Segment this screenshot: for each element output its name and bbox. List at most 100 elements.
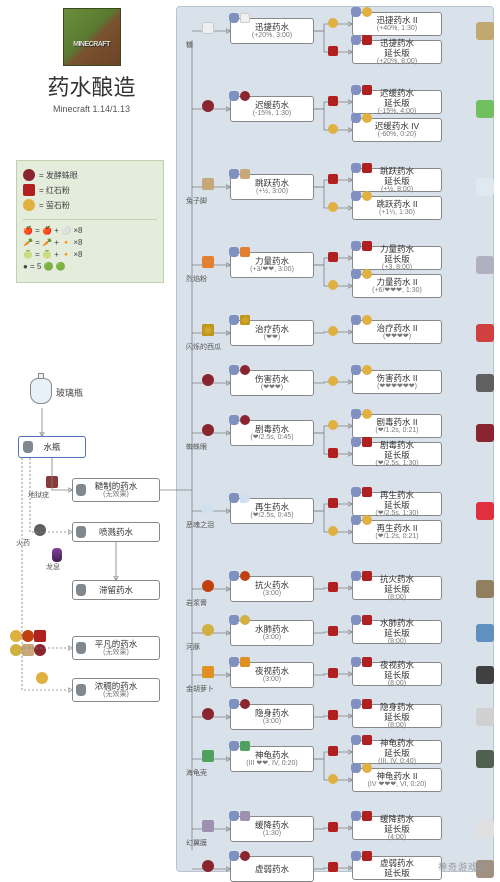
enhanced-potion-node: 力量药水 II(+6/❤❤❤, 1:30) — [352, 274, 442, 298]
potion-icon — [229, 741, 239, 751]
minecraft-logo — [63, 8, 121, 66]
modifier-icon — [362, 851, 372, 861]
potion-stats: (+20%, 8:00) — [356, 58, 438, 66]
water-bottle-icon — [23, 441, 33, 453]
legend-recipe: 🍈 = 🍈 + 🔸 ×8 — [23, 250, 157, 259]
effect-icon — [476, 820, 494, 838]
potion-name: 隐身药水 — [234, 708, 310, 718]
modifier-dot — [328, 376, 338, 386]
potion-icon — [351, 315, 361, 325]
page-subtitle: Minecraft 1.14/1.13 — [14, 104, 169, 114]
modifier-dot — [328, 498, 338, 508]
potion-name: 剧毒药水 — [234, 424, 310, 434]
modifier-dot — [328, 626, 338, 636]
modifier-dot — [328, 668, 338, 678]
modifier-icon — [362, 163, 372, 173]
potion-stats: (III ❤❤, IV, 0:20) — [234, 760, 310, 768]
ingredient-icon — [202, 424, 214, 436]
page-title: 药水酿造 — [14, 70, 169, 102]
glass-bottle-icon — [30, 378, 52, 404]
potion-stats: (+20%, 3:00) — [234, 32, 310, 40]
modifier-dot — [328, 746, 338, 756]
potion-stats: (+1¼, 1:30) — [356, 209, 438, 217]
base-potion-node: 治疗药水(❤❤) — [230, 320, 314, 346]
mundane-potion-node: 平凡的药水 (无效果) — [72, 636, 160, 660]
modifier-dot — [328, 862, 338, 872]
potion-stats: (❤/2.5s, 1:30) — [356, 460, 438, 468]
potion-stats: (❤/1.2s, 0:21) — [356, 533, 438, 541]
potion-icon — [351, 7, 361, 17]
potion-name: 缓降药水 — [234, 820, 310, 830]
modifier-icon — [362, 365, 372, 375]
effect-icon — [476, 424, 494, 442]
potion-icon — [351, 409, 361, 419]
ingredient-label: 河豚 — [186, 642, 200, 652]
potion-stats: (-60%, 0:20) — [356, 131, 438, 139]
potion-icon — [351, 163, 361, 173]
modifier-dot — [328, 18, 338, 28]
ingredient-mini-icon — [240, 415, 250, 425]
base-potion-node: 神龟药水(III ❤❤, IV, 0:20) — [230, 746, 314, 772]
modifier-dot — [328, 710, 338, 720]
base-potion-node: 迅捷药水(+20%, 3:00) — [230, 18, 314, 44]
ingredient-mini-icon — [240, 741, 250, 751]
potion-icon — [229, 615, 239, 625]
legend-label: = 发酵蛛眼 — [39, 170, 78, 181]
enhanced-potion-node: 剧毒药水延长版(❤/2.5s, 1:30) — [352, 442, 442, 466]
enhanced-potion-node: 迟缓药水延长版(-15%, 4:00) — [352, 90, 442, 114]
thick-potion-node: 浓稠的药水 (无效果) — [72, 678, 160, 702]
enhanced-potion-node: 神龟药水延长版(III, IV, 0:40) — [352, 740, 442, 764]
legend-recipe: 🍎 = 🍎 + ⚪ ×8 — [23, 226, 157, 235]
modifier-dot — [328, 526, 338, 536]
modifier-dot — [328, 774, 338, 784]
ingredient-label: 蜘蛛眼 — [186, 442, 207, 452]
enhanced-potion-node: 隐身药水延长版(8:00) — [352, 704, 442, 728]
effect-icon — [476, 708, 494, 726]
legend-icon — [23, 199, 35, 211]
potion-name: 夜视药水 — [234, 666, 310, 676]
effect-icon — [476, 256, 494, 274]
ingredient-icon — [202, 708, 214, 720]
legend-recipes: 🍎 = 🍎 + ⚪ ×8🥕 = 🥕 + 🔸 ×8🍈 = 🍈 + 🔸 ×8● = … — [23, 219, 157, 271]
modifier-icon — [362, 315, 372, 325]
potion-icon — [351, 85, 361, 95]
modifier-icon — [362, 191, 372, 201]
base-potion-node: 抗火药水(3:00) — [230, 576, 314, 602]
ingredient-mini-icon — [240, 169, 250, 179]
modifier-icon — [362, 735, 372, 745]
effect-icon — [476, 324, 494, 342]
legend-label: = 红石粉 — [39, 185, 70, 196]
enhanced-potion-node: 伤害药水 II(❤❤❤❤❤❤) — [352, 370, 442, 394]
potion-icon — [229, 851, 239, 861]
potion-icon — [351, 851, 361, 861]
base-potion-node: 水肺药水(3:00) — [230, 620, 314, 646]
enhanced-potion-node: 迟缓药水 IV(-60%, 0:20) — [352, 118, 442, 142]
watermark: 神奇游戏网 — [438, 860, 488, 873]
ingredient-mini-icon — [240, 615, 250, 625]
modifier-icon — [362, 35, 372, 45]
modifier-icon — [362, 657, 372, 667]
potion-stats: (8:00) — [356, 638, 438, 646]
glowstone-thick-icon — [36, 672, 48, 684]
base-potion-node: 夜视药水(3:00) — [230, 662, 314, 688]
potion-stats: (1:30) — [234, 830, 310, 838]
ingredient-label: 烈焰粉 — [186, 274, 207, 284]
ingredient-label: 恶魂之泪 — [186, 520, 214, 530]
base-potion-node: 虚弱药水 — [230, 856, 314, 882]
modifier-icon — [362, 85, 372, 95]
potion-stats: (❤/1.2s, 0:21) — [356, 427, 438, 435]
ingredient-mini-icon — [240, 91, 250, 101]
potion-icon — [351, 763, 361, 773]
legend-item: = 萤石粉 — [23, 199, 157, 211]
potion-icon — [351, 615, 361, 625]
potion-stats: (8:00) — [356, 680, 438, 688]
legend-icon — [23, 169, 35, 181]
potion-name: 虚弱药水 — [234, 864, 310, 874]
ingredient-label: 海龟壳 — [186, 768, 207, 778]
effect-icon — [476, 580, 494, 598]
potion-icon — [229, 415, 239, 425]
base-potion-node: 力量药水(+3/❤❤, 3:00) — [230, 252, 314, 278]
ingredient-mini-icon — [240, 571, 250, 581]
potion-stats: (3:00) — [234, 634, 310, 642]
modifier-dot — [328, 46, 338, 56]
